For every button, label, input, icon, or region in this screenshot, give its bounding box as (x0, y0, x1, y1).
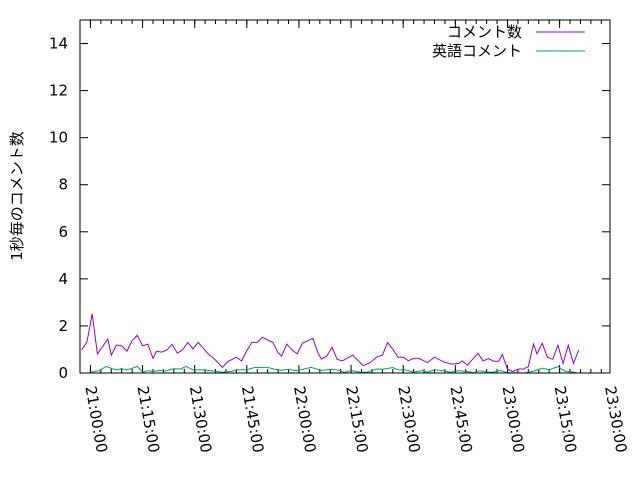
x-tick-label: 22:15:00 (342, 385, 371, 454)
y-tick-label: 10 (49, 129, 68, 147)
series-lines (81, 313, 580, 374)
y-tick-label: 6 (58, 223, 68, 241)
x-tick-label: 23:00:00 (499, 385, 528, 454)
legend-label-0: コメント数 (447, 23, 522, 41)
y-tick-label: 14 (49, 35, 68, 53)
y-axis-label: 1秒毎のコメント数 (8, 131, 26, 261)
series-line-0 (81, 313, 580, 372)
series-line-1 (90, 365, 578, 374)
x-tick-label: 22:30:00 (394, 385, 423, 454)
x-tick-label: 21:15:00 (134, 385, 163, 454)
x-tick-label: 22:00:00 (290, 385, 319, 454)
plot-frame (79, 19, 611, 374)
y-tick-label: 2 (58, 317, 68, 335)
x-tick-label: 22:45:00 (446, 385, 475, 454)
y-tick-label: 8 (58, 176, 68, 194)
y-tick-label: 12 (49, 82, 68, 100)
y-tick-label: 4 (58, 270, 68, 288)
y-tick-label: 0 (58, 364, 68, 382)
x-tick-label: 21:45:00 (238, 385, 267, 454)
legend-label-1: 英語コメント (432, 42, 522, 60)
x-tick-label: 23:30:00 (601, 385, 630, 454)
x-tick-label: 23:15:00 (551, 385, 580, 454)
x-tick-label: 21:00:00 (81, 385, 110, 454)
axis-ticks: 0 2 4 6 8 10 12 14 21:00:00 21:15:00 21:30:00 21:45… (49, 20, 630, 454)
x-tick-label: 21:30:00 (186, 385, 215, 454)
legend: コメント数 英語コメント (432, 23, 585, 60)
